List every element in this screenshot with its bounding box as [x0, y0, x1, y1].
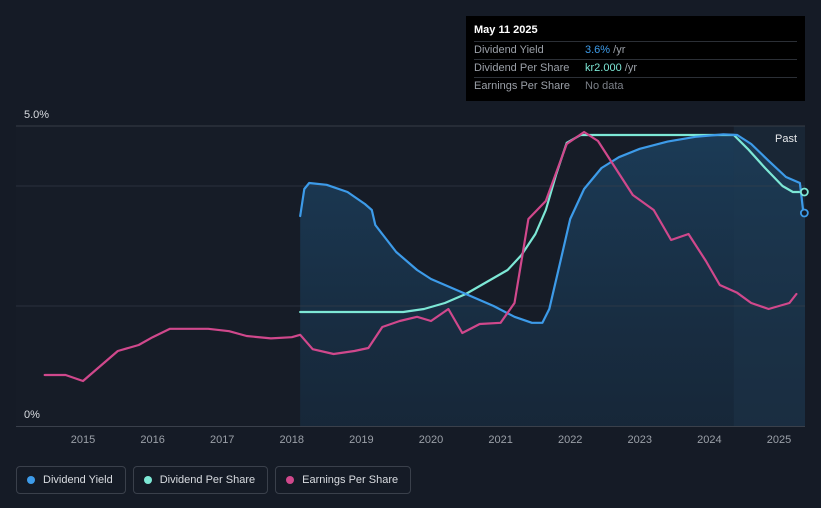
- series-line-dividend-yield: [299, 133, 805, 324]
- x-tick-label: 2021: [488, 434, 512, 446]
- series-line-earnings-per-share: [43, 130, 798, 383]
- tooltip-value: 3.6%: [585, 44, 611, 56]
- tooltip-panel: May 11 2025 Dividend Yield 3.6% /yr Divi…: [466, 16, 805, 101]
- legend-dot-icon: [143, 476, 152, 484]
- tooltip-label: Earnings Per Share: [474, 80, 570, 92]
- legend-label: Dividend Yield: [43, 474, 113, 486]
- y-tick-label-top: 5.0%: [24, 109, 49, 121]
- tooltip-value-wrap: kr2.000 /yr: [585, 60, 637, 77]
- legend-label: Earnings Per Share: [302, 474, 399, 486]
- tooltip-date: May 11 2025: [474, 24, 538, 36]
- x-tick-label: 2022: [558, 434, 582, 446]
- tooltip-unit: /yr: [621, 62, 637, 74]
- x-tick-label: 2025: [767, 434, 791, 446]
- legend-label: Dividend Per Share: [159, 474, 256, 486]
- tooltip-row-dividend-per-share: Dividend Per Share kr2.000 /yr: [474, 59, 797, 77]
- y-tick-label-bottom: 0%: [24, 409, 40, 421]
- tooltip-value-wrap: No data: [585, 78, 624, 95]
- end-marker-dividend-per-share: [799, 187, 809, 197]
- past-region: [733, 126, 805, 426]
- tooltip-value-wrap: 3.6% /yr: [585, 42, 625, 59]
- tooltip-row-dividend-yield: Dividend Yield 3.6% /yr: [474, 41, 797, 59]
- x-tick-label: 2020: [419, 434, 443, 446]
- x-tick-label: 2024: [697, 434, 721, 446]
- x-tick-label: 2023: [628, 434, 652, 446]
- tooltip-row-earnings-per-share: Earnings Per Share No data: [474, 77, 797, 95]
- past-label: Past: [775, 133, 797, 145]
- legend-earnings-per-share[interactable]: Earnings Per Share: [275, 466, 412, 494]
- legend-dividend-per-share[interactable]: Dividend Per Share: [132, 466, 269, 494]
- x-tick-label: 2019: [349, 434, 373, 446]
- legend-dot-icon: [27, 476, 35, 484]
- tooltip-unit: /yr: [610, 44, 626, 56]
- end-marker-dividend-yield: [799, 208, 809, 218]
- tooltip-label: Dividend Yield: [474, 44, 544, 56]
- x-tick-label: 2017: [210, 434, 234, 446]
- dividend-yield-area: [300, 134, 805, 426]
- x-tick-label: 2016: [140, 434, 164, 446]
- x-tick-label: 2015: [71, 434, 95, 446]
- tooltip-value: No data: [585, 80, 624, 92]
- chart-legend: Dividend Yield Dividend Per Share Earnin…: [16, 466, 412, 494]
- tooltip-value: kr2.000: [585, 62, 622, 74]
- tooltip-label: Dividend Per Share: [474, 62, 570, 74]
- legend-dividend-yield[interactable]: Dividend Yield: [16, 466, 126, 494]
- x-tick-label: 2018: [280, 434, 304, 446]
- legend-dot-icon: [286, 476, 295, 484]
